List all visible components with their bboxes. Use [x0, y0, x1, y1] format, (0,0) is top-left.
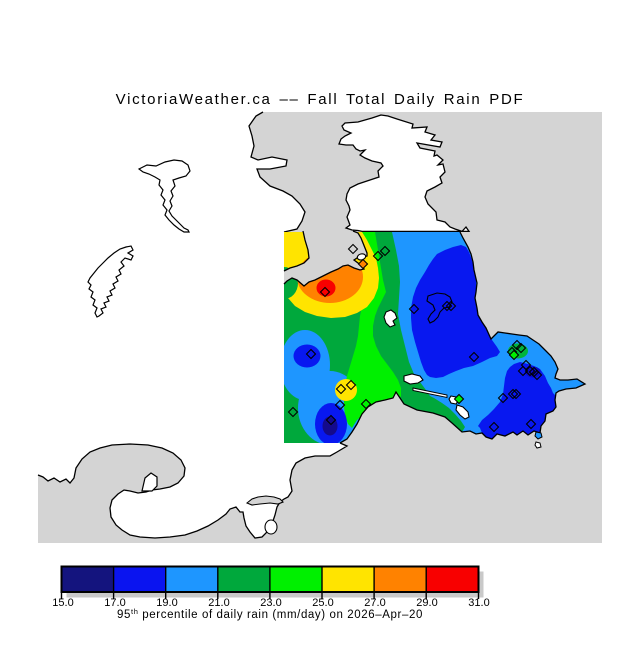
svg-text:17.0: 17.0: [104, 597, 125, 609]
svg-text:31.0: 31.0: [468, 597, 489, 609]
svg-text:27.0: 27.0: [364, 597, 385, 609]
svg-text:23.0: 23.0: [260, 597, 281, 609]
svg-text:95th percentile of daily rain: 95th percentile of daily rain (mm/day) o…: [117, 607, 423, 621]
svg-text:29.0: 29.0: [416, 597, 437, 609]
svg-text:25.0: 25.0: [312, 597, 333, 609]
svg-text:19.0: 19.0: [156, 597, 177, 609]
svg-text:21.0: 21.0: [208, 597, 229, 609]
svg-text:15.0: 15.0: [52, 597, 73, 609]
svg-text:VictoriaWeather.ca –– Fall Tot: VictoriaWeather.ca –– Fall Total Daily R…: [116, 91, 525, 108]
